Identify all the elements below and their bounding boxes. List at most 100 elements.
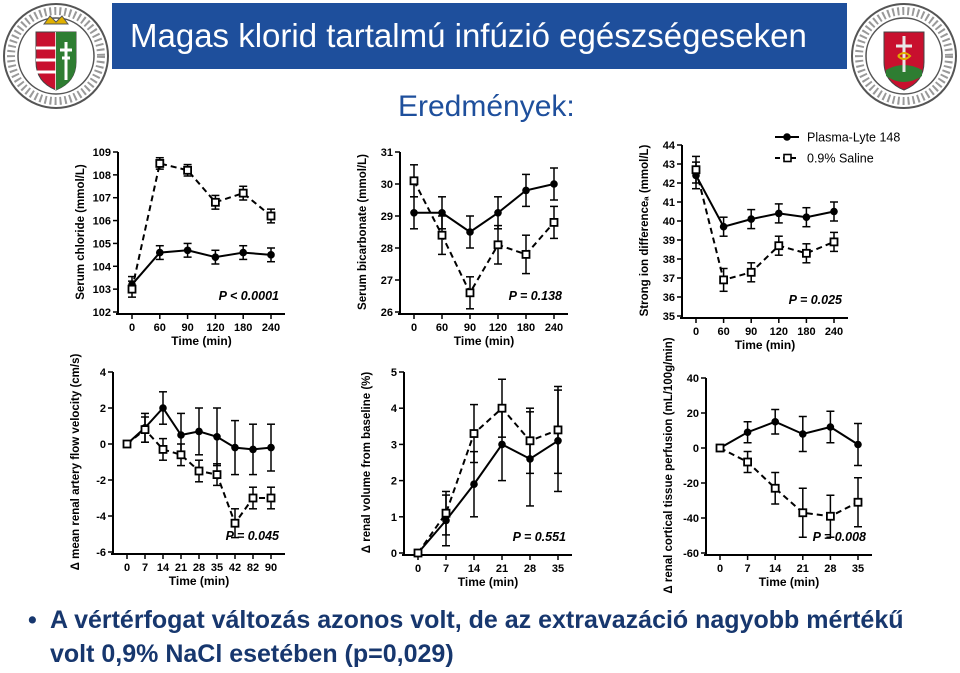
y-tick-label: 39 bbox=[663, 235, 675, 247]
plasma-lyte-point bbox=[771, 417, 779, 426]
y-tick-label: 27 bbox=[381, 275, 393, 287]
x-tick-label: 90 bbox=[745, 326, 757, 338]
chart-2: 26 27 28 29 30 31 0 60 90 120 180 240 Time (min) Seru… bbox=[357, 147, 568, 348]
y-tick-label: 36 bbox=[663, 292, 675, 304]
saline-point bbox=[140, 425, 150, 435]
saline-point bbox=[158, 444, 168, 454]
x-tick-label: 42 bbox=[229, 562, 241, 574]
plasma-lyte-point bbox=[195, 427, 203, 436]
p-value-annotation: P < 0.0001 bbox=[219, 289, 279, 303]
x-tick-label: 28 bbox=[524, 563, 536, 575]
y-tick-label: 43 bbox=[663, 159, 675, 171]
y-tick-label: 108 bbox=[93, 170, 111, 182]
y-tick-label: 4 bbox=[391, 403, 398, 415]
x-tick-label: 14 bbox=[157, 562, 170, 574]
y-tick-label: 109 bbox=[93, 147, 111, 159]
y-tick-label: 38 bbox=[663, 254, 675, 266]
saline-point bbox=[774, 241, 784, 251]
y-tick-label: -20 bbox=[683, 478, 699, 490]
x-axis-label: Time (min) bbox=[169, 574, 229, 588]
plasma-lyte-point bbox=[826, 423, 835, 431]
x-tick-label: 120 bbox=[770, 326, 788, 338]
legend-marker bbox=[783, 133, 791, 141]
saline-point bbox=[521, 249, 531, 259]
y-tick-label: 40 bbox=[687, 373, 699, 385]
plasma-lyte-point bbox=[156, 248, 164, 257]
plasma-lyte-point bbox=[239, 248, 247, 257]
plasma-lyte-series-line bbox=[131, 249, 272, 286]
plasma-lyte-point bbox=[183, 246, 192, 255]
y-tick-label: 103 bbox=[93, 284, 111, 296]
y-tick-label: 20 bbox=[687, 408, 699, 420]
plasma-lyte-point bbox=[466, 228, 474, 236]
y-tick-label: -2 bbox=[96, 475, 106, 487]
p-value-annotation: P = 0.138 bbox=[509, 289, 562, 303]
saline-point bbox=[176, 450, 186, 460]
x-tick-label: 240 bbox=[545, 322, 563, 334]
chart-3: 35 36 37 38 39 40 41 42 43 44 0 60 90 120 180 240 Time (… bbox=[639, 131, 900, 353]
y-tick-label: 35 bbox=[663, 311, 675, 323]
saline-series-line bbox=[695, 169, 835, 282]
x-tick-label: 35 bbox=[211, 562, 223, 574]
y-tick-label: 4 bbox=[100, 367, 107, 379]
y-tick-label: -4 bbox=[96, 511, 107, 523]
p-value-annotation: P = 0.008 bbox=[813, 530, 866, 544]
chart-1: 102 103 104 105 106 107 108 109 0 60 90 120 180 240 Ti… bbox=[75, 147, 285, 348]
saline-point bbox=[798, 508, 808, 518]
x-tick-label: 82 bbox=[247, 562, 259, 574]
plasma-lyte-point bbox=[213, 433, 221, 441]
saline-point bbox=[719, 275, 728, 285]
plasma-lyte-series-line bbox=[417, 439, 559, 554]
plasma-lyte-point bbox=[550, 180, 558, 188]
legend-label: 0.9% Saline bbox=[807, 152, 874, 166]
y-axis-label: Serum bicarbonate (mmol/L) bbox=[357, 154, 369, 310]
x-tick-label: 0 bbox=[124, 562, 130, 574]
x-tick-label: 35 bbox=[852, 563, 864, 575]
legend-label: Plasma-Lyte 148 bbox=[807, 131, 900, 145]
y-tick-label: 102 bbox=[93, 307, 111, 319]
y-tick-label: 105 bbox=[93, 238, 111, 250]
x-tick-label: 90 bbox=[265, 562, 277, 574]
y-axis-label: Δ renal volume from baseline (%) bbox=[361, 372, 373, 554]
plasma-lyte-point bbox=[494, 209, 502, 217]
plasma-lyte-point bbox=[410, 209, 418, 217]
x-tick-label: 90 bbox=[464, 322, 476, 334]
y-axis-label: Strong ion differenceₐ (mmol/L) bbox=[639, 144, 651, 316]
conclusion-text-block: • A vértérfogat változás azonos volt, de… bbox=[28, 603, 950, 671]
y-axis-label: Δ mean renal artery flow velocity (cm/s) bbox=[70, 354, 82, 571]
p-value-annotation: P = 0.045 bbox=[226, 529, 280, 543]
saline-point bbox=[493, 240, 503, 250]
plasma-lyte-point bbox=[267, 251, 275, 259]
plasma-lyte-point bbox=[799, 430, 807, 438]
plasma-lyte-point bbox=[231, 443, 239, 452]
x-axis-label: Time (min) bbox=[759, 575, 819, 589]
y-tick-label: -60 bbox=[683, 548, 699, 560]
saline-point bbox=[127, 284, 137, 294]
chart-6: -60 -40 -20 0 20 40 0 7 14 21 28 35 Time (min) Δ rena… bbox=[663, 337, 872, 594]
x-tick-label: 0 bbox=[411, 322, 417, 334]
x-axis-label: Time (min) bbox=[454, 334, 514, 348]
plasma-lyte-point bbox=[743, 428, 752, 437]
saline-point bbox=[210, 197, 220, 207]
plasma-lyte-point bbox=[747, 215, 755, 223]
y-tick-label: 28 bbox=[381, 243, 393, 255]
saline-point bbox=[194, 466, 204, 476]
saline-point bbox=[746, 267, 756, 277]
saline-point bbox=[691, 165, 701, 175]
saline-point bbox=[155, 159, 165, 168]
y-tick-label: 5 bbox=[391, 367, 397, 379]
slide-title: Magas klorid tartalmú infúzió egészséges… bbox=[130, 17, 807, 54]
y-tick-label: 42 bbox=[663, 178, 675, 190]
saline-point bbox=[183, 165, 193, 175]
y-tick-label: 0 bbox=[693, 443, 699, 455]
bullet-icon: • bbox=[28, 606, 37, 634]
x-axis-label: Time (min) bbox=[458, 575, 518, 589]
y-tick-label: 104 bbox=[93, 261, 112, 273]
x-tick-label: 240 bbox=[262, 322, 280, 334]
saline-point bbox=[770, 483, 780, 493]
saline-point bbox=[465, 288, 475, 298]
section-heading: Eredmények: bbox=[398, 90, 575, 123]
plasma-lyte-point bbox=[177, 431, 185, 439]
x-tick-label: 0 bbox=[415, 563, 421, 575]
